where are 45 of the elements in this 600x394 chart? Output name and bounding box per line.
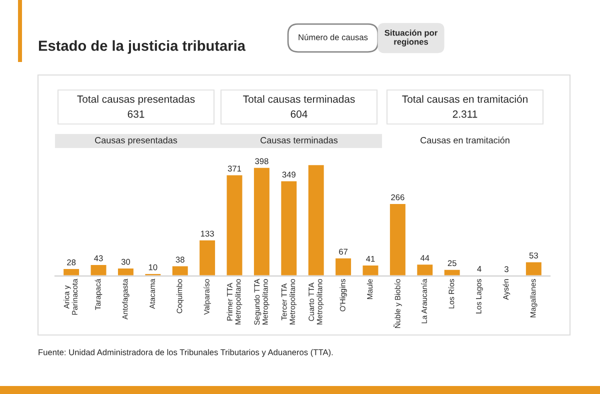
bar [198, 238, 216, 276]
data-label: 266 [391, 194, 404, 200]
text: Causas presentadas [95, 136, 178, 146]
bar [306, 164, 326, 276]
bar [361, 264, 380, 276]
text: 631 [128, 110, 144, 118]
bar [62, 268, 80, 276]
data-label: 4 [477, 266, 482, 272]
data-label: 53 [529, 252, 538, 258]
data-label: 25 [448, 260, 456, 266]
bar [225, 174, 244, 276]
chart-title: Estado de la justicia tributaria [38, 40, 246, 54]
bar [280, 180, 298, 276]
bar [334, 256, 352, 276]
data-label: 38 [176, 256, 184, 263]
bar [116, 267, 135, 276]
text: 604 [290, 110, 308, 118]
data-label: 28 [67, 259, 76, 266]
data-label: 398 [255, 158, 268, 164]
data-label: 371 [228, 166, 242, 172]
text: Causas en tramitación [420, 136, 510, 144]
data-label: 349 [282, 172, 296, 178]
bar [252, 166, 271, 276]
text: Total causas presentadas [77, 95, 195, 105]
data-label: 43 [94, 255, 103, 262]
text: Causas terminadas [260, 136, 338, 144]
source-note: Fuente: Unidad Administradora de los Tribunales Tributarios y Aduaneros (TTA). [38, 349, 333, 357]
bar [388, 202, 407, 276]
text: Total causas terminadas [243, 95, 355, 103]
data-label: 44 [420, 255, 430, 261]
data-label: 41 [366, 256, 375, 262]
bar [524, 260, 543, 276]
bar [416, 263, 434, 276]
bar [170, 264, 190, 276]
bar [89, 264, 108, 276]
text: Número de causas [298, 34, 368, 40]
data-label: 67 [339, 248, 348, 255]
text: Situación por regiones [384, 30, 438, 46]
data-label: 10 [148, 264, 158, 270]
text: Total causas en tramitación [402, 95, 528, 103]
data-label: 3 [504, 266, 508, 272]
data-label: 30 [121, 258, 130, 265]
bar [442, 268, 462, 276]
data-label: 133 [200, 230, 214, 237]
text: 2.311 [452, 110, 478, 118]
